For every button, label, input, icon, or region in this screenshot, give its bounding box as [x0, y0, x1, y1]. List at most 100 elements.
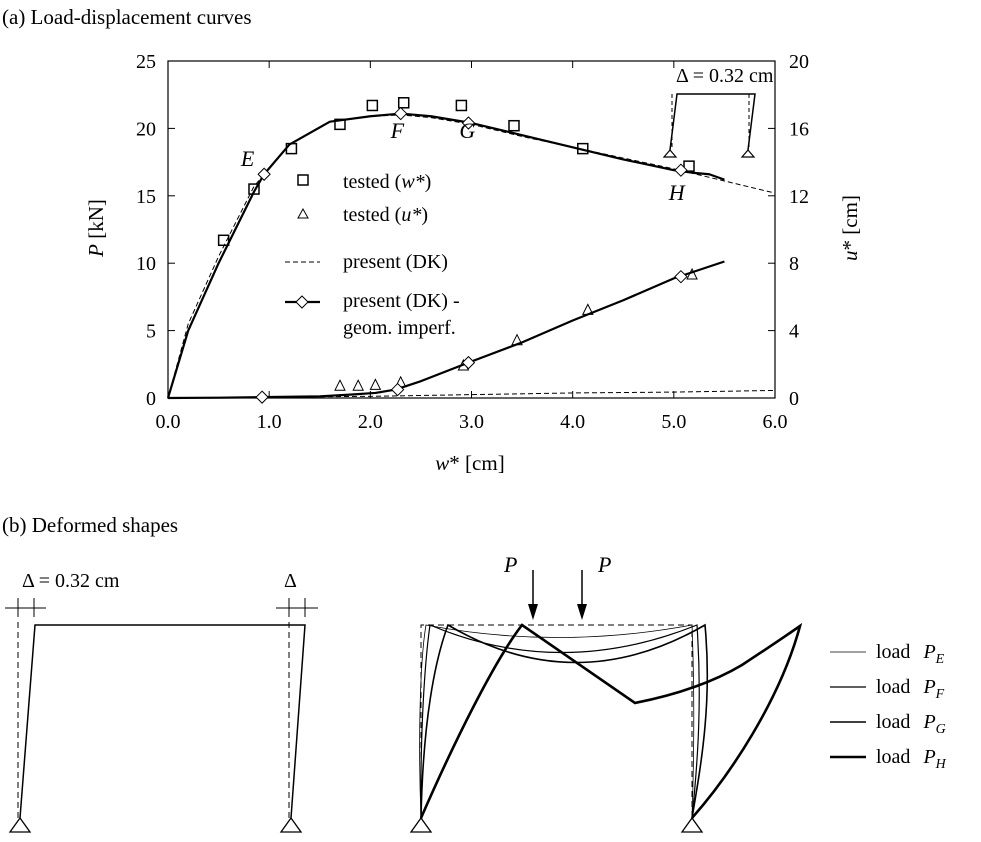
square-marker [577, 142, 589, 155]
triangle-marker [686, 267, 698, 280]
support-icon [409, 816, 433, 833]
y2-tick-label: 0 [789, 388, 799, 410]
y-axis-ticks: 0 5 10 15 20 25 [136, 51, 175, 410]
triangle-marker [369, 378, 382, 390]
legend-item-load-F: load PF [830, 676, 945, 702]
square-marker [285, 142, 298, 155]
diamond-marker [390, 382, 405, 397]
deformed-shape-F [420, 624, 700, 819]
diagram-caption: (b) Deformed shapes [2, 513, 178, 537]
legend-label: load PG [876, 711, 946, 737]
x-tick-label: 1.0 [257, 411, 282, 433]
y2-tick-label: 4 [789, 321, 799, 343]
y2-axis-label: u* [cm] [838, 195, 862, 261]
diamond-marker [255, 390, 269, 404]
y2-tick-label: 16 [789, 118, 809, 140]
load-displacement-chart: 0.0 1.0 2.0 3.0 4.0 5.0 6.0 0 5 10 15 20 25 0 4 8 12 16… [84, 51, 862, 475]
y-tick-label: 25 [136, 51, 156, 73]
series-line [167, 114, 776, 399]
imperfection-label: Δ = 0.32 cm [22, 570, 120, 592]
y-tick-label: 10 [136, 253, 156, 275]
legend: tested (w*) tested (u*) present (DK) pre… [285, 171, 460, 339]
arrow-down-icon [577, 604, 587, 620]
square-marker [217, 234, 230, 247]
triangle-marker [582, 303, 594, 315]
legend-label: load PE [876, 641, 945, 667]
x-tick-label: 5.0 [661, 411, 686, 433]
x-tick-label: 4.0 [560, 411, 585, 433]
inset-label: Δ = 0.32 cm [676, 65, 774, 87]
x-tick-label: 0.0 [156, 411, 181, 433]
support-icon [740, 149, 756, 158]
x-axis-label: w* [cm] [435, 451, 504, 475]
legend-label: tested (w*) [343, 171, 431, 193]
y-tick-label: 15 [136, 186, 156, 208]
y2-axis-ticks: 0 4 8 12 16 20 [768, 51, 809, 410]
plot-frame [167, 60, 776, 399]
diamond-marker [674, 269, 688, 284]
deformed-shape-H [419, 622, 803, 819]
square-marker [366, 99, 379, 112]
y-tick-label: 0 [146, 388, 156, 410]
triangle-marker [334, 379, 346, 391]
support-icon [279, 816, 303, 833]
support-icon [662, 149, 678, 158]
x-tick-label: 6.0 [763, 411, 788, 433]
legend-label: tested (u*) [343, 204, 428, 226]
deformed-shapes-legend: load PE load PF load PG load PH [830, 641, 947, 772]
support-icon [8, 816, 32, 833]
square-marker [455, 99, 468, 112]
point-labels: E F G H [240, 118, 686, 205]
imperfect-frame-diagram: Δ = 0.32 cm Δ [5, 570, 318, 833]
series-line [167, 389, 776, 399]
chart-caption: (a) Load-displacement curves [2, 5, 252, 29]
deformed-shape-E [419, 624, 695, 819]
x-tick-label: 3.0 [459, 411, 484, 433]
series-line [167, 260, 725, 400]
legend-label: present (DK) - [343, 290, 460, 312]
square-marker [508, 119, 520, 132]
x-tick-label: 2.0 [358, 411, 383, 433]
inset-frame-sketch: Δ = 0.32 cm [662, 65, 774, 158]
series-layer [166, 112, 776, 400]
legend-item-tested-u: tested (u*) [297, 204, 428, 226]
inset-frame [669, 93, 756, 151]
deformed-shape-G [420, 623, 709, 819]
diamond-marker [674, 163, 688, 177]
y-axis-label: P [kN] [84, 199, 108, 258]
diamond-marker [461, 116, 476, 130]
square-marker [397, 97, 410, 109]
point-label: H [668, 180, 686, 205]
legend-item-present-dk-imperf: present (DK) - geom. imperf. [285, 290, 460, 339]
triangle-marker-icon [297, 207, 309, 219]
legend-label-line2: geom. imperf. [343, 317, 456, 339]
x-axis-ticks: 0.0 1.0 2.0 3.0 4.0 5.0 6.0 [156, 61, 788, 433]
square-marker [248, 183, 260, 195]
marker-layer [217, 97, 698, 404]
undeformed-frame [420, 624, 693, 818]
diamond-marker [461, 355, 476, 370]
load-label: P [597, 552, 611, 577]
triangle-marker [352, 379, 365, 391]
arrow-down-icon [528, 604, 538, 620]
point-label: F [390, 118, 405, 143]
y2-tick-label: 12 [789, 186, 809, 208]
legend-item-load-E: load PE [830, 641, 945, 667]
load-label: P [503, 552, 517, 577]
y-tick-label: 20 [136, 118, 156, 140]
deformed-shapes-diagram: P P [409, 552, 803, 833]
delta-label: Δ [284, 570, 297, 592]
diamond-marker-icon [295, 295, 309, 309]
y2-tick-label: 8 [789, 253, 799, 275]
point-label: G [459, 118, 475, 143]
point-label: E [240, 146, 255, 171]
legend-item-load-H: load PH [830, 746, 947, 772]
square-marker [683, 160, 695, 172]
legend-item-load-G: load PG [830, 711, 946, 737]
legend-item-tested-w: tested (w*) [297, 171, 431, 193]
legend-label: load PH [876, 746, 947, 772]
legend-label: present (DK) [343, 251, 448, 273]
square-marker-icon [297, 174, 309, 186]
triangle-marker [511, 333, 523, 346]
